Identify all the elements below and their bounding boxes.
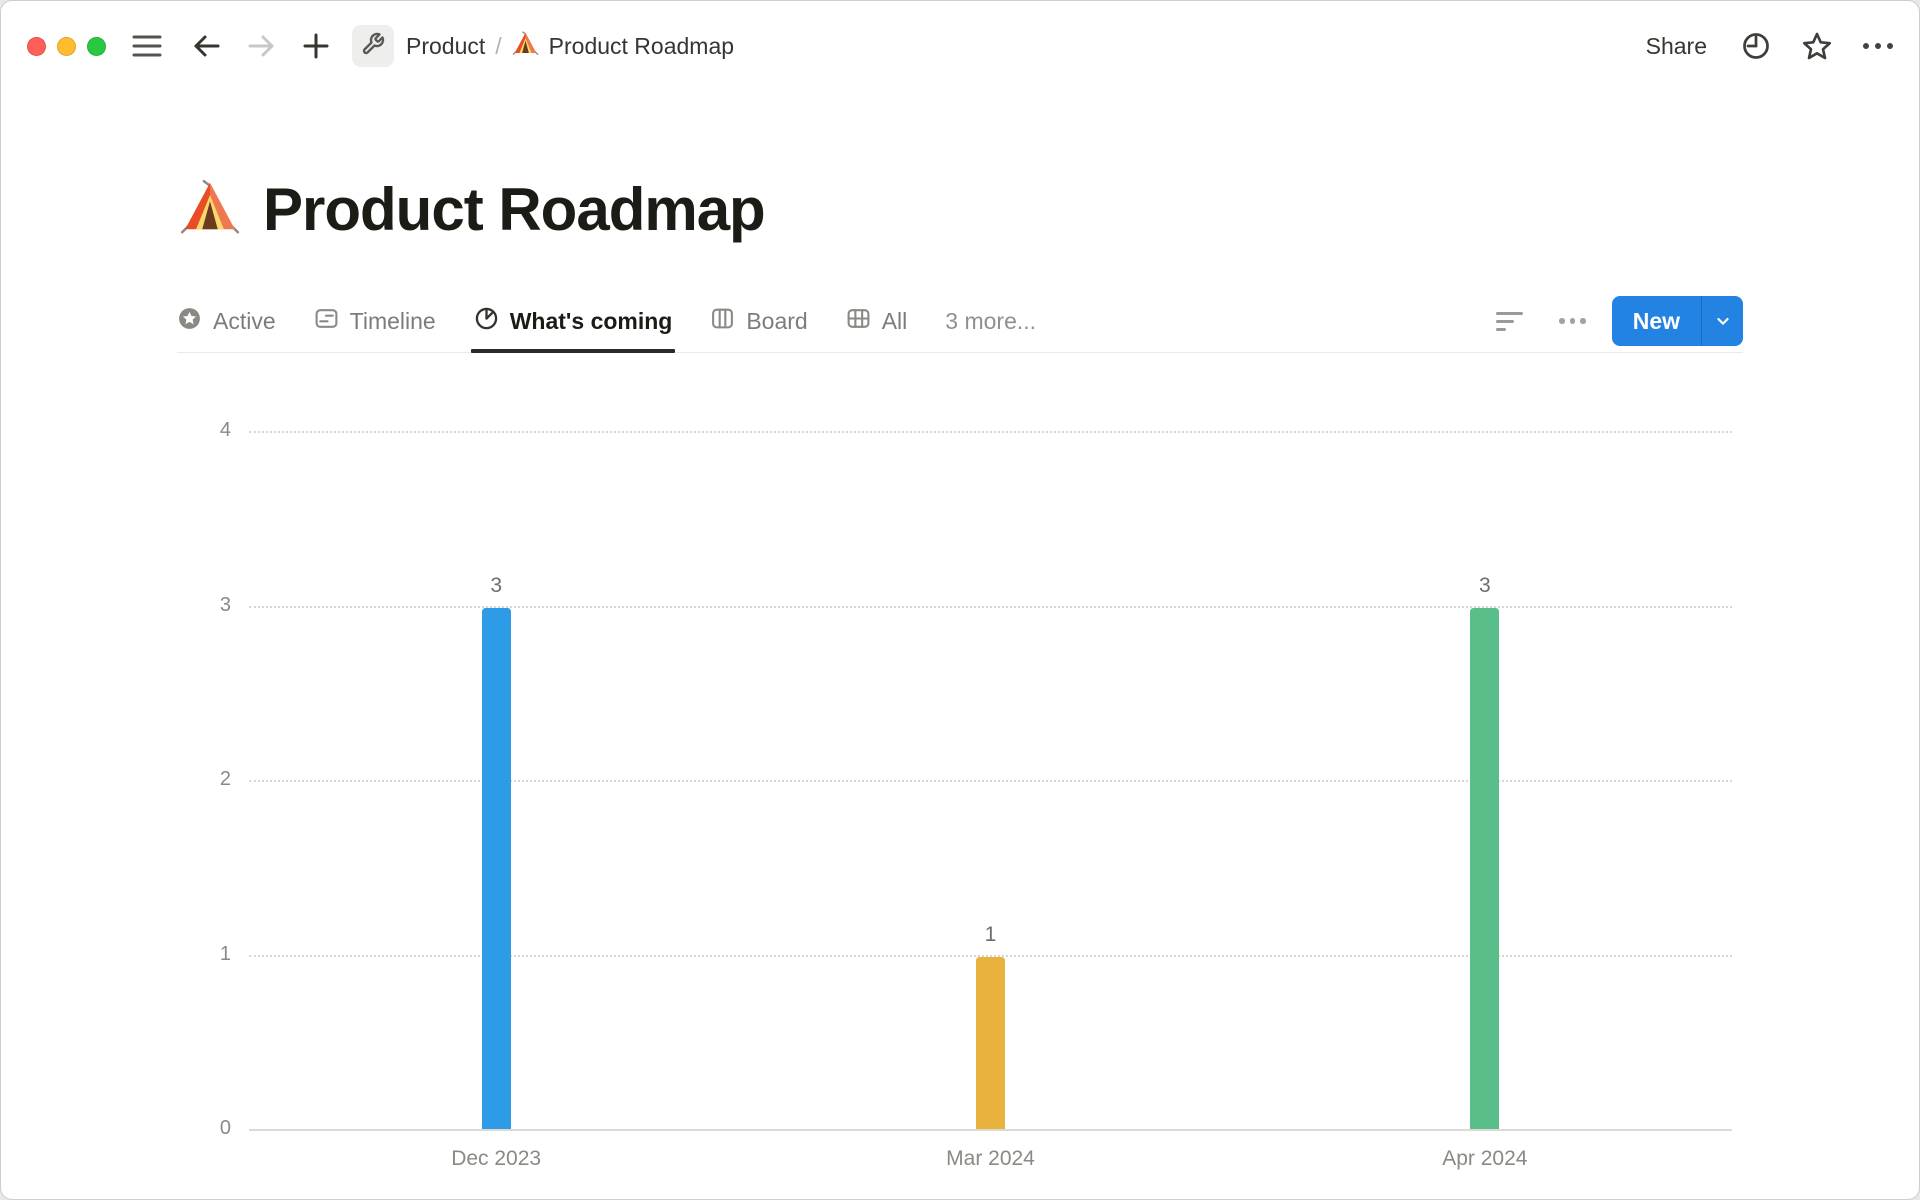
gridline-y1 (249, 954, 1732, 957)
tab-whats-coming[interactable]: What's coming (470, 290, 675, 353)
breadcrumb-separator: / (495, 32, 502, 59)
board-icon (710, 306, 735, 337)
close-window-button[interactable] (27, 36, 46, 56)
topbar: Product / Product Roadmap Share (1, 1, 1919, 91)
y-axis-tick-label: 0 (219, 1117, 231, 1140)
bar-dec-2023[interactable] (481, 607, 511, 1129)
page-header: Product Roadmap (177, 175, 1743, 244)
tab-label: Timeline (349, 307, 436, 334)
new-button[interactable]: New (1632, 307, 1680, 334)
more-options-icon[interactable] (1863, 43, 1893, 49)
gridline-y0 (249, 1129, 1732, 1131)
favorite-star-icon[interactable] (1801, 30, 1833, 62)
breadcrumb-parent[interactable]: Product (406, 32, 486, 59)
y-axis-tick-label: 4 (219, 419, 231, 442)
breadcrumb-current-page[interactable]: Product Roadmap (512, 30, 735, 62)
star-badge-icon (177, 306, 202, 337)
tab-label: All (881, 307, 908, 334)
pie-chart-icon (474, 306, 499, 337)
back-arrow-icon[interactable] (190, 31, 222, 61)
timeline-icon (314, 306, 339, 337)
x-axis-label: Dec 2023 (451, 1147, 542, 1170)
bar-value-label: 3 (490, 573, 502, 597)
y-axis-tick-label: 2 (219, 768, 231, 791)
breadcrumb: Product / Product Roadmap (406, 30, 735, 62)
zoom-window-button[interactable] (87, 36, 106, 56)
tab-timeline[interactable]: Timeline (314, 290, 436, 352)
sidebar-menu-icon[interactable] (132, 33, 162, 59)
view-tabs-bar: Active Timeline What's coming Board (177, 290, 1743, 353)
gridline-y3 (249, 605, 1732, 608)
bar-mar-2024[interactable] (976, 956, 1005, 1129)
y-axis-tick-label: 1 (219, 942, 231, 965)
filter-icon[interactable] (1496, 311, 1524, 331)
bar-apr-2024[interactable] (1470, 607, 1500, 1129)
view-options-ellipsis-icon[interactable] (1559, 318, 1586, 324)
x-axis-label: Mar 2024 (946, 1147, 1035, 1170)
gridline-y4 (249, 431, 1732, 433)
table-icon (846, 306, 871, 337)
page-title: Product Roadmap (263, 176, 766, 243)
y-axis-tick-label: 3 (219, 593, 231, 616)
forward-arrow-icon[interactable] (246, 31, 278, 61)
x-axis-label: Apr 2024 (1442, 1147, 1528, 1170)
wrench-icon (361, 32, 385, 61)
tab-active[interactable]: Active (177, 290, 276, 352)
more-views-link[interactable]: 3 more... (945, 307, 1037, 334)
page-tent-icon[interactable] (179, 179, 241, 241)
bar-value-label: 3 (1478, 573, 1491, 597)
tab-label: Active (213, 307, 276, 334)
traffic-lights (27, 36, 106, 56)
gridline-y2 (249, 780, 1732, 782)
chart: 0 1 2 3 4 3 Dec 2023 1 Mar 2024 3 Apr 2024 (177, 393, 1743, 1199)
tab-label: What's coming (509, 307, 673, 334)
new-button-chevron-down-icon[interactable] (1701, 296, 1743, 346)
tab-all[interactable]: All (846, 290, 908, 352)
tab-label: Board (746, 307, 808, 334)
workspace-icon-badge[interactable] (352, 25, 394, 67)
new-button-group: New (1611, 296, 1743, 346)
new-page-plus-icon[interactable] (302, 32, 330, 60)
view-controls: New (1496, 296, 1743, 346)
tab-board[interactable]: Board (710, 290, 808, 352)
breadcrumb-current-label: Product Roadmap (548, 32, 735, 59)
page-content: Product Roadmap Active Timeline What's c (177, 175, 1743, 1199)
updates-clock-icon[interactable] (1741, 31, 1771, 61)
bar-value-label: 1 (984, 922, 997, 946)
tent-icon (512, 30, 539, 62)
minimize-window-button[interactable] (57, 36, 76, 56)
share-button[interactable]: Share (1645, 32, 1707, 59)
